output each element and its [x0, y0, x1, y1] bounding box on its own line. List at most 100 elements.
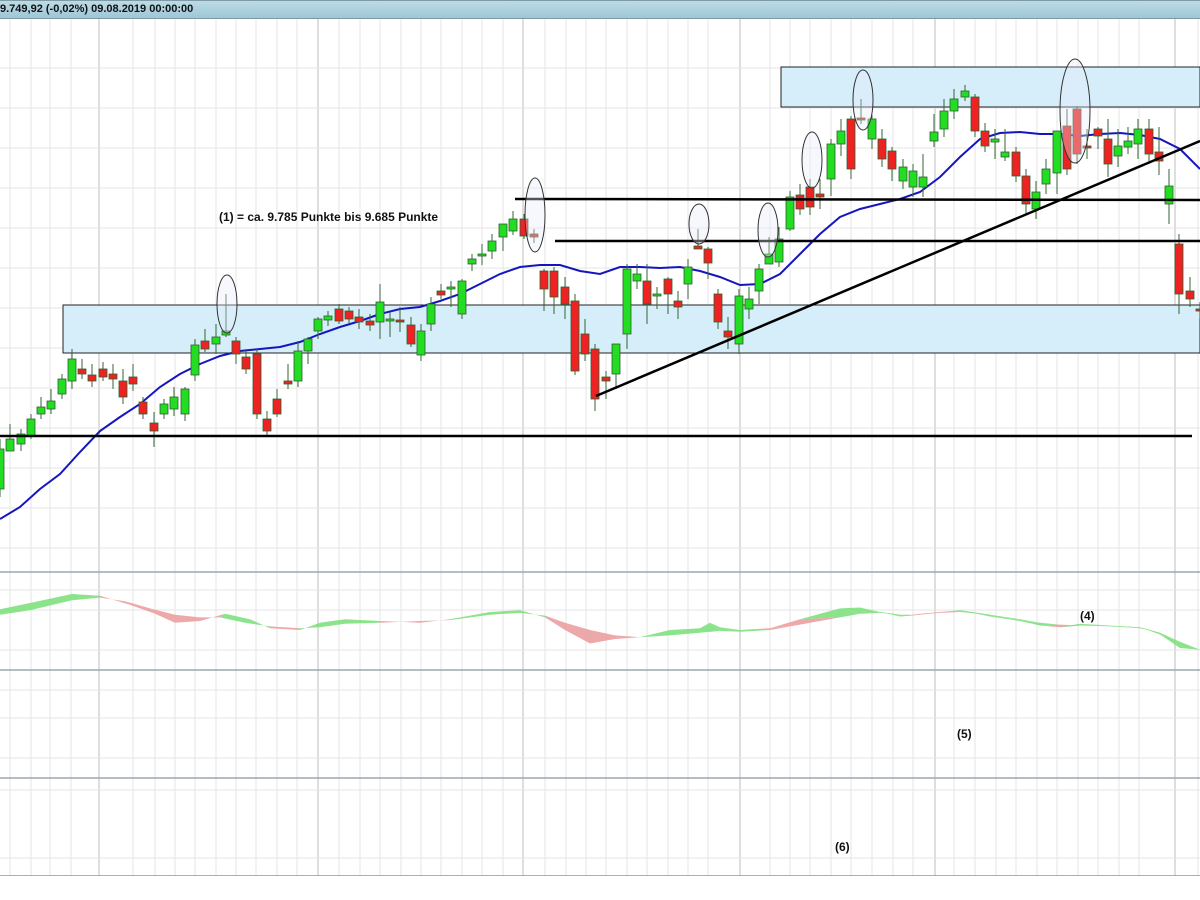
candle — [815, 179, 825, 209]
candle — [908, 164, 918, 197]
candle — [36, 397, 46, 419]
candle — [877, 129, 887, 167]
candle — [1072, 106, 1082, 164]
chart-grid — [0, 19, 1200, 876]
candle — [169, 387, 179, 416]
candle — [262, 411, 272, 437]
candle — [159, 399, 169, 419]
candle — [1133, 119, 1143, 159]
candle — [303, 337, 313, 364]
stock-chart[interactable] — [0, 19, 1200, 876]
candle — [293, 341, 303, 387]
candle — [949, 89, 959, 119]
candle — [826, 139, 836, 196]
quote-header: 9.749,92 (-0,02%) 09.08.2019 00:00:00 — [0, 0, 1200, 19]
candle — [632, 264, 642, 289]
moving-average-line — [0, 130, 1200, 520]
candle — [508, 211, 518, 235]
candle — [683, 259, 693, 299]
candle — [138, 397, 148, 419]
macd-panel — [0, 594, 1200, 650]
candle — [960, 85, 970, 101]
candle — [1052, 130, 1062, 194]
candle — [416, 324, 426, 361]
candle — [980, 123, 990, 152]
candle — [1103, 119, 1113, 177]
candle — [601, 371, 611, 399]
trend-lines — [0, 139, 1200, 438]
candle — [128, 364, 138, 391]
candle — [570, 294, 580, 375]
candle — [180, 387, 190, 421]
candle — [652, 287, 662, 309]
candle — [970, 94, 980, 137]
candle — [1113, 129, 1123, 167]
candle — [365, 314, 375, 331]
candle — [406, 317, 416, 347]
candle — [5, 424, 15, 452]
candle — [713, 289, 723, 329]
candle — [929, 114, 939, 147]
candle — [0, 439, 5, 497]
candle — [887, 147, 897, 181]
candle — [1041, 159, 1051, 194]
candle — [519, 214, 529, 239]
candle — [549, 267, 559, 314]
candle — [785, 191, 795, 231]
candle — [98, 362, 108, 381]
quote-text: 9.749,92 (-0,02%) 09.08.2019 00:00:00 — [0, 3, 194, 15]
candle — [856, 99, 866, 124]
candle — [457, 279, 467, 319]
candle — [1123, 127, 1133, 154]
candle — [1000, 129, 1010, 161]
candle — [1062, 109, 1072, 175]
candle — [395, 307, 405, 332]
candle — [1144, 119, 1154, 164]
candle — [67, 349, 77, 389]
candle — [77, 359, 87, 379]
candle — [939, 99, 949, 137]
candle — [231, 337, 241, 364]
candle — [1154, 127, 1164, 175]
candle — [108, 364, 118, 389]
candle — [1164, 169, 1174, 224]
range-annotation: (1) = ca. 9.785 Punkte bis 9.685 Punkte — [219, 210, 439, 224]
candle — [663, 277, 673, 314]
candle — [487, 234, 497, 259]
candle — [313, 317, 323, 339]
candle — [867, 115, 877, 149]
candle — [87, 364, 97, 387]
candle — [744, 287, 754, 319]
candle — [673, 291, 683, 319]
candle — [539, 269, 549, 311]
candle — [344, 307, 354, 324]
candle — [477, 244, 487, 265]
candle — [436, 284, 446, 299]
candle — [754, 264, 764, 304]
candle — [703, 247, 713, 279]
candle — [467, 254, 477, 271]
candle — [426, 297, 436, 331]
candle — [446, 281, 456, 307]
candle — [1195, 302, 1200, 319]
candle — [693, 229, 703, 250]
candle — [918, 154, 928, 197]
candle — [334, 304, 344, 324]
candle — [375, 284, 385, 339]
candle — [200, 329, 210, 352]
candle — [283, 364, 293, 389]
candle — [385, 312, 395, 337]
label-stoch-6: (6) — [835, 840, 850, 854]
candle — [846, 116, 856, 179]
candle — [560, 277, 570, 319]
candle — [57, 374, 67, 399]
candle — [529, 229, 539, 243]
candle — [611, 343, 621, 389]
candle — [1011, 147, 1021, 182]
candle — [190, 339, 200, 381]
candle — [46, 389, 56, 414]
candle — [498, 223, 508, 251]
candle — [1021, 169, 1031, 214]
candle — [1174, 234, 1184, 314]
resistance-zones — [62, 66, 1200, 354]
